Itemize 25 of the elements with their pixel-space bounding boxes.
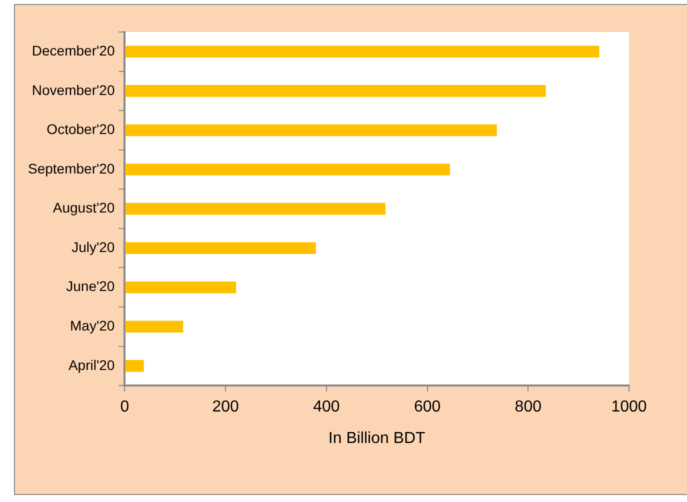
y-tick-label: October'20	[46, 121, 115, 138]
bar	[125, 281, 236, 294]
x-tick-label: 400	[313, 398, 340, 416]
bar	[125, 124, 497, 136]
bar	[125, 242, 316, 254]
y-tick-label: December'20	[32, 42, 115, 59]
x-tick-label: 0	[120, 398, 130, 416]
y-tick-label: May'20	[70, 318, 115, 334]
bar	[125, 360, 144, 372]
x-tick-label: 1000	[611, 398, 647, 416]
bar	[125, 164, 450, 176]
x-axis-title: In Billion BDT	[328, 430, 426, 447]
y-tick-label: April'20	[68, 356, 115, 373]
y-tick-label: June'20	[66, 278, 115, 294]
x-tick-label: 200	[212, 398, 240, 416]
x-tick-label: 800	[514, 398, 542, 416]
y-tick-label: July'20	[72, 238, 115, 255]
bar	[125, 320, 184, 333]
y-tick-label: August'20	[52, 200, 115, 216]
y-tick-label: September'20	[28, 160, 115, 176]
y-tick-label: November'20	[32, 82, 115, 98]
bar	[125, 85, 546, 97]
x-tick-label: 600	[414, 398, 441, 416]
bar	[125, 202, 386, 215]
bar	[125, 46, 600, 58]
